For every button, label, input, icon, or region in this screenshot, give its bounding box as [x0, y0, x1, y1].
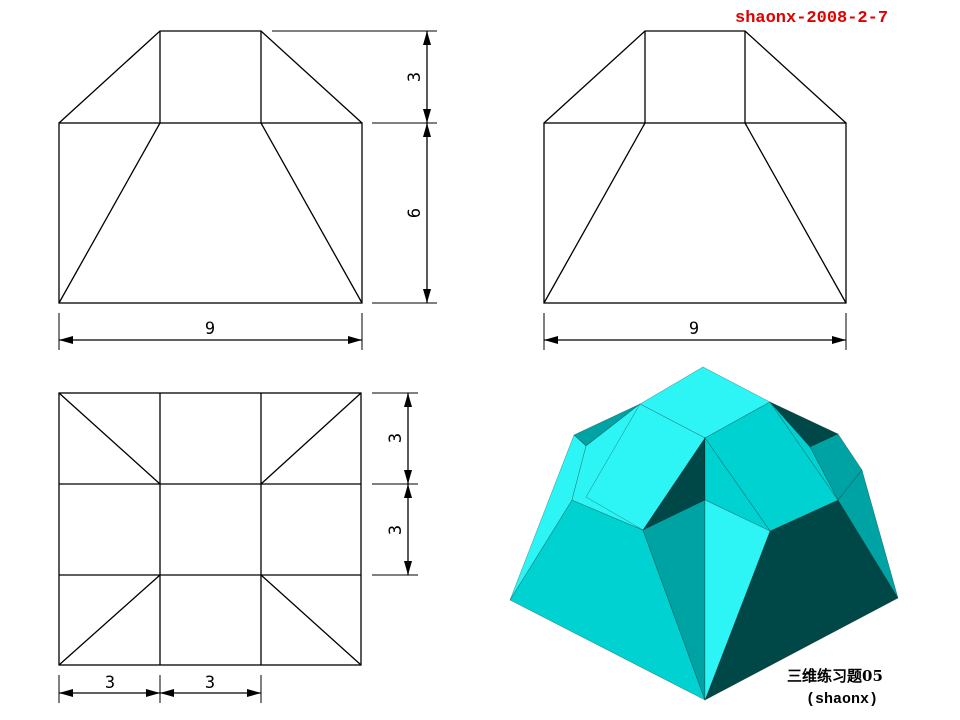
arrowhead	[544, 336, 558, 344]
arrowhead	[423, 123, 431, 137]
solid-face	[837, 469, 899, 599]
arrowhead	[59, 336, 73, 344]
isometric-solid	[509, 366, 899, 701]
top-view-outline	[58, 392, 362, 666]
caption-title: 三维练习题05	[787, 667, 883, 685]
dimension-label-width: 9	[205, 319, 215, 339]
arrowhead	[146, 689, 160, 697]
arrowhead	[348, 336, 362, 344]
solid-face	[769, 401, 839, 501]
arrowhead	[59, 689, 73, 697]
front-view-edge	[260, 122, 363, 304]
front-view-roof	[58, 30, 363, 124]
dimension-label-col2: 3	[205, 673, 215, 693]
dimension-label-width: 9	[689, 319, 699, 339]
dimension-label-col1: 3	[105, 673, 115, 693]
arrowhead	[423, 31, 431, 45]
arrowhead	[404, 484, 412, 498]
arrowhead	[404, 561, 412, 575]
caption-author: (shaonx)	[806, 691, 878, 708]
top-view: 3 3 3 3	[58, 392, 418, 703]
dimension-label-row1: 3	[386, 433, 406, 443]
side-view-roof	[543, 30, 847, 124]
signature-label: shaonx-2008-2-7	[735, 9, 888, 28]
top-view-diagonal	[260, 574, 362, 666]
arrowhead	[832, 336, 846, 344]
arrowhead	[423, 289, 431, 303]
arrowhead	[404, 470, 412, 484]
front-view-outline	[58, 122, 363, 304]
front-view: 3 6 9	[58, 30, 437, 350]
top-view-diagonal	[260, 392, 362, 485]
side-view-edge	[543, 122, 646, 304]
arrowhead	[247, 689, 261, 697]
top-view-diagonal	[58, 574, 161, 666]
arrowhead	[160, 689, 174, 697]
side-view-edge	[744, 122, 847, 304]
dimension-label-bottom-height: 6	[405, 208, 425, 218]
top-view-diagonal	[58, 392, 161, 485]
dimension-label-row2: 3	[386, 525, 406, 535]
solid-face	[704, 499, 771, 701]
arrowhead	[404, 393, 412, 407]
arrowhead	[423, 109, 431, 123]
dimension-label-top-height: 3	[405, 72, 425, 82]
side-view-outline	[543, 122, 847, 304]
side-view: 9	[543, 30, 847, 350]
front-view-edge	[58, 122, 161, 304]
